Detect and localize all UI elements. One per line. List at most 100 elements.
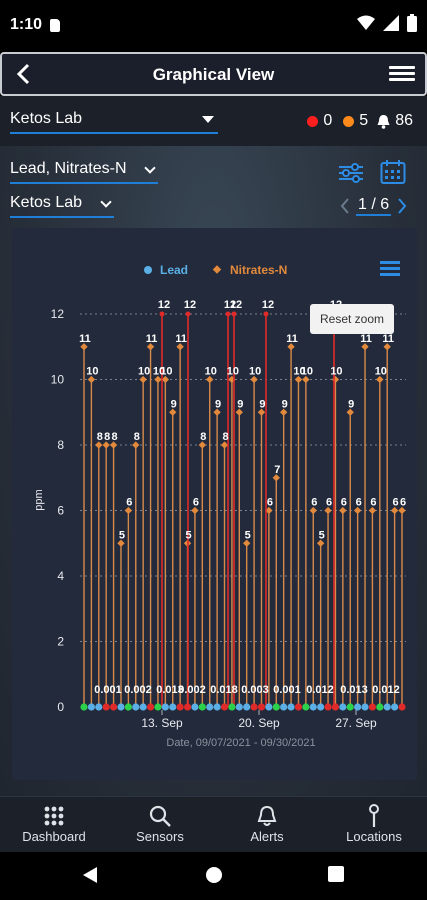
lead-data-label: 0.012 — [306, 684, 334, 696]
lead-baseline-point — [376, 703, 384, 711]
lead-spike-label: 12 — [158, 299, 170, 311]
home-nav-button[interactable] — [205, 866, 223, 889]
nitrates-point — [265, 506, 273, 515]
calendar-icon[interactable] — [380, 159, 406, 185]
nitrates-data-label: 6 — [341, 497, 347, 509]
nitrates-point — [390, 506, 399, 515]
next-page-icon[interactable] — [397, 198, 407, 214]
lead-baseline-point — [339, 703, 347, 711]
lead-baseline-point — [139, 703, 147, 711]
x-tick-label: 13. Sep — [141, 716, 183, 730]
recents-nav-button[interactable] — [328, 866, 344, 887]
nitrates-data-label: 6 — [126, 497, 132, 509]
chart-axes: Lead Nitrates-N 0 2 4 6 8 10 12 ppm 13. Sep 20. Sep… — [33, 263, 377, 749]
lead-baseline-point — [391, 703, 399, 711]
back-button[interactable] — [10, 60, 38, 88]
lead-spike-label: 12 — [224, 299, 236, 311]
reset-zoom-button[interactable]: Reset zoom — [310, 304, 394, 334]
lead-baseline-point — [257, 703, 266, 711]
filter-icon[interactable] — [338, 162, 364, 184]
nitrates-point — [139, 375, 147, 384]
lead-baseline-point — [124, 703, 132, 711]
chart-menu-icon[interactable] — [380, 260, 400, 276]
x-axis-label: Date, 09/07/2021 - 09/30/2021 — [166, 737, 315, 749]
nav-alerts-label: Alerts — [250, 829, 284, 844]
nitrates-data-label: 6 — [400, 497, 406, 509]
y-tick-label: 0 — [57, 700, 64, 714]
lead-baseline-point — [102, 703, 110, 711]
nitrates-data-label: 8 — [200, 431, 206, 443]
nav-sensors[interactable]: Sensors — [110, 803, 210, 844]
status-icons — [357, 14, 417, 32]
nav-dashboard[interactable]: Dashboard — [4, 803, 104, 844]
lead-baseline-point — [80, 703, 88, 711]
nitrates-data-label: 5 — [119, 529, 125, 541]
chart-marks — [80, 311, 406, 711]
nav-locations-label: Locations — [346, 829, 402, 844]
back-nav-button[interactable] — [82, 866, 98, 889]
lead-data-label: 0.013 — [156, 684, 184, 696]
prev-page-icon[interactable] — [340, 198, 350, 214]
lead-baseline-point — [220, 703, 229, 711]
nitrates-data-label: 5 — [319, 529, 325, 541]
lead-baseline-point — [361, 703, 369, 711]
nitrates-data-label: 6 — [267, 497, 273, 509]
nitrates-data-label: 6 — [356, 497, 362, 509]
bell-icon — [257, 805, 277, 826]
nitrates-point — [146, 343, 155, 351]
nitrates-data-label: 10 — [330, 366, 342, 378]
nitrates-point — [161, 375, 170, 384]
nitrates-data-label: 11 — [286, 333, 298, 345]
nitrates-data-label: 11 — [360, 333, 372, 345]
nitrates-data-label: 10 — [227, 366, 239, 378]
lead-data-label: 0.001 — [273, 684, 301, 696]
nitrates-data-label: 10 — [205, 366, 217, 378]
nitrates-data-label: 10 — [138, 366, 150, 378]
lead-data-label: 0.003 — [241, 684, 269, 696]
lead-baseline-point — [346, 703, 354, 711]
location-dropdown[interactable]: Ketos Lab — [10, 194, 114, 218]
lead-spike-point — [185, 311, 191, 317]
pager: 1 / 6 — [340, 196, 407, 216]
nitrates-point — [353, 506, 362, 515]
lead-spike-label: 12 — [230, 299, 242, 311]
parameter-dropdown[interactable]: Lead, Nitrates-N — [10, 160, 158, 184]
lead-data-label: 0.018 — [210, 684, 238, 696]
nav-dashboard-label: Dashboard — [22, 829, 86, 844]
lead-baseline-point — [87, 703, 95, 711]
nitrates-point — [95, 441, 103, 449]
nav-locations[interactable]: Locations — [324, 803, 424, 844]
lead-baseline-point — [265, 703, 273, 711]
nitrates-point — [398, 506, 406, 515]
nitrates-data-label: 11 — [175, 333, 187, 345]
nitrates-data-label: 7 — [274, 464, 280, 476]
nitrates-point — [324, 506, 332, 515]
nitrates-point — [250, 375, 258, 384]
nav-alerts[interactable]: Alerts — [217, 803, 317, 844]
lead-baseline-point — [132, 703, 140, 711]
nitrates-data-label: 10 — [375, 366, 387, 378]
nitrates-point — [272, 474, 280, 482]
caret-down-icon — [202, 116, 214, 123]
lead-baseline-point — [235, 703, 243, 711]
nitrates-point — [294, 375, 303, 384]
status-time: 1:10 — [10, 16, 43, 33]
lead-baseline-point — [287, 703, 295, 711]
lead-data-label: 0.013 — [340, 684, 368, 696]
lead-baseline-point — [398, 703, 406, 711]
nitrates-data-label: 8 — [97, 431, 103, 443]
lab-dropdown[interactable]: Ketos Lab — [10, 110, 218, 134]
y-tick-label: 2 — [57, 635, 64, 649]
lead-baseline-point — [206, 703, 214, 711]
lead-baseline-point — [331, 703, 340, 711]
nitrates-point — [102, 441, 110, 449]
alarm-summary[interactable]: 0 5 86 — [307, 112, 413, 130]
nitrates-data-label: 10 — [301, 366, 313, 378]
circle-home-icon — [206, 867, 222, 883]
nitrates-point — [316, 539, 325, 547]
nitrates-point — [132, 441, 140, 449]
lead-data-label: 0.012 — [372, 684, 400, 696]
lead-baseline-point — [302, 703, 310, 711]
menu-button[interactable] — [389, 63, 415, 85]
